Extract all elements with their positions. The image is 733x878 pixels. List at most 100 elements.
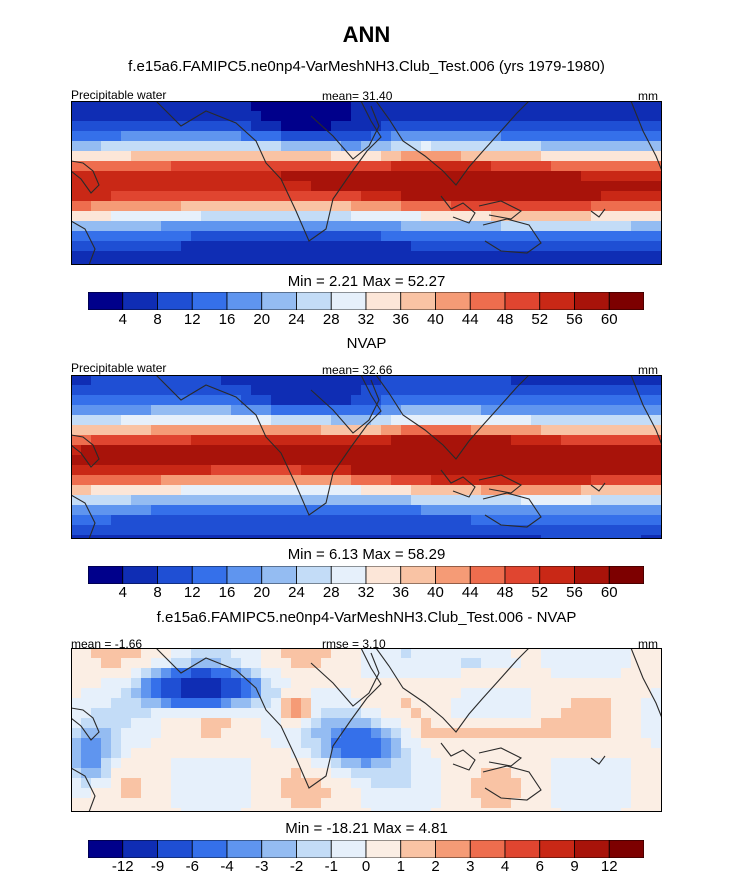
map-cell bbox=[71, 515, 82, 526]
map-cell bbox=[481, 425, 492, 436]
map-cell bbox=[641, 151, 652, 162]
map-cell bbox=[611, 738, 622, 749]
map-cell bbox=[101, 241, 112, 252]
map-cell bbox=[221, 261, 232, 265]
map-cell bbox=[551, 648, 562, 659]
map-cell bbox=[181, 241, 192, 252]
map-cell bbox=[301, 181, 312, 192]
map-cell bbox=[141, 415, 152, 426]
map-cell bbox=[641, 648, 652, 659]
map-cell bbox=[121, 525, 132, 536]
map-cell bbox=[551, 111, 562, 122]
map-cell bbox=[331, 525, 342, 536]
map-cell bbox=[201, 768, 212, 779]
map-cell bbox=[231, 405, 242, 416]
map-cell bbox=[111, 788, 122, 799]
map-cell bbox=[301, 495, 312, 506]
map-cell bbox=[631, 221, 642, 232]
map-cell bbox=[391, 525, 402, 536]
map-cell bbox=[471, 405, 482, 416]
map-cell bbox=[141, 668, 152, 679]
map-cell bbox=[231, 211, 242, 222]
map-cell bbox=[611, 171, 622, 182]
map-cell bbox=[191, 231, 202, 242]
map-cell bbox=[361, 668, 372, 679]
map-cell bbox=[471, 768, 482, 779]
map-cell bbox=[71, 505, 82, 516]
map-cell bbox=[251, 505, 262, 516]
map-cell bbox=[151, 515, 162, 526]
map-cell bbox=[521, 658, 532, 669]
map-cell bbox=[561, 261, 572, 265]
colorbar-tick-label: 36 bbox=[392, 311, 410, 328]
map-cell bbox=[501, 525, 512, 536]
map-cell bbox=[501, 718, 512, 729]
map-cell bbox=[381, 698, 392, 709]
map-cell bbox=[551, 808, 562, 812]
map-cell bbox=[181, 101, 192, 112]
map-cell bbox=[231, 251, 242, 262]
map-cell bbox=[431, 221, 442, 232]
map-cell bbox=[241, 465, 252, 476]
map-cell bbox=[301, 688, 312, 699]
map-cell bbox=[581, 738, 592, 749]
map-cell bbox=[451, 101, 462, 112]
map-cell bbox=[361, 121, 372, 132]
map-cell bbox=[191, 758, 202, 769]
map-cell bbox=[251, 191, 262, 202]
map-cell bbox=[541, 465, 552, 476]
map-cell bbox=[491, 445, 502, 456]
map-cell bbox=[551, 515, 562, 526]
map-cell bbox=[311, 698, 322, 709]
colorbar-swatch bbox=[365, 292, 402, 310]
map-cell bbox=[531, 688, 542, 699]
map-cell bbox=[581, 131, 592, 142]
map-cell bbox=[211, 798, 222, 809]
map-cell bbox=[161, 211, 172, 222]
map-cell bbox=[611, 425, 622, 436]
map-cell bbox=[391, 191, 402, 202]
map-cell bbox=[201, 738, 212, 749]
map-cell bbox=[651, 445, 662, 456]
map-cell bbox=[621, 505, 632, 516]
map-cell bbox=[271, 738, 282, 749]
panel-1-minmax: Min = 2.21 Max = 52.27 bbox=[287, 273, 446, 290]
map-cell bbox=[401, 758, 412, 769]
map-cell bbox=[341, 535, 352, 539]
map-cell bbox=[211, 425, 222, 436]
map-cell bbox=[91, 111, 102, 122]
map-cell bbox=[261, 121, 272, 132]
map-cell bbox=[521, 211, 532, 222]
colorbar-tick-label: 40 bbox=[427, 311, 444, 328]
map-cell bbox=[391, 698, 402, 709]
map-cell bbox=[631, 231, 642, 242]
map-cell bbox=[381, 161, 392, 172]
map-cell bbox=[221, 375, 232, 386]
map-cell bbox=[291, 678, 302, 689]
map-cell bbox=[571, 241, 582, 252]
map-cell bbox=[171, 405, 182, 416]
map-cell bbox=[611, 668, 622, 679]
map-cell bbox=[511, 728, 522, 739]
map-cell bbox=[231, 455, 242, 466]
map-cell bbox=[391, 678, 402, 689]
map-cell bbox=[221, 151, 232, 162]
map-cell bbox=[621, 231, 632, 242]
map-cell bbox=[251, 808, 262, 812]
map-cell bbox=[391, 241, 402, 252]
map-cell bbox=[191, 415, 202, 426]
map-cell bbox=[271, 678, 282, 689]
map-cell bbox=[471, 181, 482, 192]
map-cell bbox=[411, 808, 422, 812]
map-cell bbox=[291, 171, 302, 182]
map-cell bbox=[481, 515, 492, 526]
map-cell bbox=[471, 231, 482, 242]
map-cell bbox=[81, 778, 92, 789]
map-cell bbox=[111, 525, 122, 536]
map-cell bbox=[221, 788, 232, 799]
map-cell bbox=[651, 678, 662, 689]
map-cell bbox=[71, 131, 82, 142]
map-cell bbox=[481, 698, 492, 709]
map-cell bbox=[551, 445, 562, 456]
map-cell bbox=[501, 485, 512, 496]
